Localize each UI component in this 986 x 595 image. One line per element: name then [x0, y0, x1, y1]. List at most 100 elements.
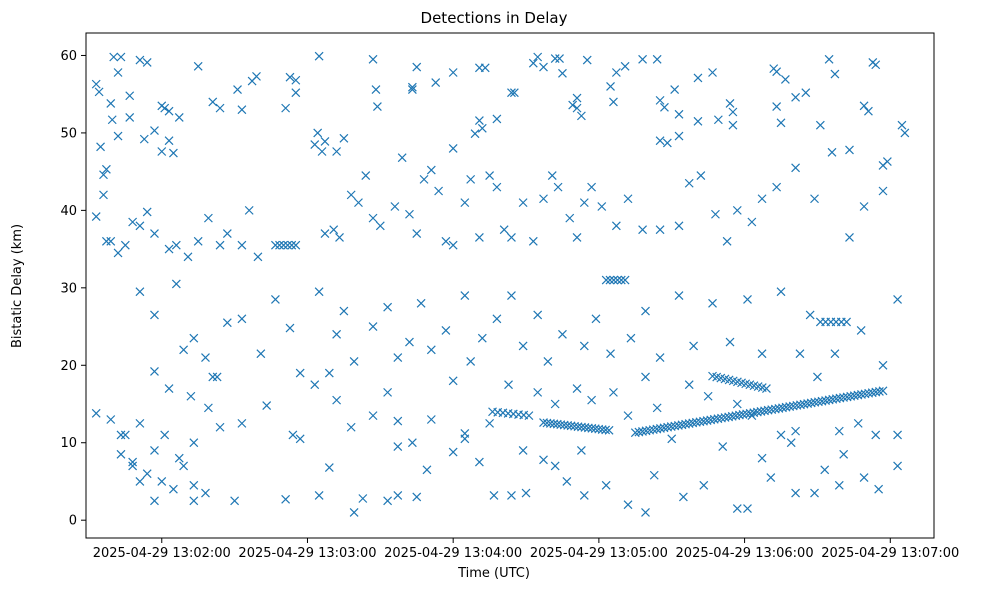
data-point	[107, 115, 117, 125]
x-tick-label: 2025-04-29 13:02:00	[93, 546, 231, 561]
data-point	[492, 314, 502, 324]
data-point	[270, 240, 280, 250]
data-point	[743, 504, 752, 513]
data-point	[477, 333, 487, 343]
data-point	[142, 207, 152, 217]
data-point	[201, 353, 210, 362]
data-point	[673, 420, 683, 430]
data-point	[125, 91, 135, 101]
x-tick-label: 2025-04-29 13:03:00	[238, 546, 376, 561]
data-point	[434, 186, 444, 196]
data-point	[604, 425, 614, 435]
data-point	[638, 54, 648, 64]
data-point	[791, 426, 801, 436]
data-point	[405, 337, 414, 347]
data-point	[788, 401, 798, 411]
data-point	[684, 419, 694, 428]
data-point	[645, 425, 655, 435]
data-point	[135, 55, 145, 65]
data-point	[237, 105, 247, 115]
data-point	[116, 52, 126, 62]
data-point	[275, 240, 284, 250]
data-point	[859, 473, 869, 483]
data-point	[346, 422, 356, 432]
data-point	[547, 171, 557, 180]
data-point	[485, 171, 495, 180]
data-point	[681, 419, 690, 429]
data-point	[101, 164, 111, 174]
data-point	[674, 131, 684, 141]
data-point	[720, 413, 730, 422]
data-point	[845, 233, 854, 242]
data-point	[689, 341, 699, 351]
data-point	[652, 424, 662, 434]
data-point	[539, 194, 548, 204]
data-point	[518, 341, 528, 351]
data-point	[572, 103, 582, 113]
data-point	[630, 428, 640, 438]
data-point	[792, 400, 802, 410]
data-point	[383, 302, 393, 312]
y-tick-label: 50	[60, 126, 77, 141]
data-point	[96, 142, 105, 152]
data-point	[849, 391, 859, 401]
data-point	[320, 137, 330, 146]
data-point	[611, 68, 621, 77]
data-point	[626, 333, 636, 343]
data-point	[288, 430, 298, 440]
data-point	[743, 295, 752, 304]
data-point	[871, 60, 881, 70]
data-point	[605, 275, 615, 285]
data-point	[480, 63, 490, 73]
data-point	[354, 198, 363, 208]
data-point	[649, 470, 659, 480]
data-point	[878, 360, 888, 370]
data-point	[900, 128, 910, 138]
data-point	[168, 148, 178, 158]
data-point	[572, 93, 582, 103]
data-point	[448, 240, 458, 250]
data-point	[441, 236, 451, 246]
data-point	[666, 422, 676, 432]
data-point	[893, 430, 902, 440]
data-point	[579, 198, 589, 208]
data-point	[135, 287, 145, 297]
data-point	[543, 356, 553, 366]
y-tick-label: 0	[69, 514, 77, 529]
data-point	[295, 434, 305, 444]
data-point	[291, 75, 301, 85]
data-point	[416, 298, 426, 308]
data-point	[660, 102, 669, 112]
data-point	[215, 422, 225, 432]
data-point	[553, 182, 563, 192]
data-point	[324, 463, 334, 472]
data-point	[368, 213, 378, 223]
data-point	[135, 418, 145, 428]
data-point	[212, 372, 222, 382]
data-point	[634, 427, 644, 437]
y-axis: 0 10 20 30 40 50 60	[60, 49, 86, 529]
data-point	[499, 225, 509, 235]
data-point	[339, 133, 349, 143]
data-point	[142, 58, 152, 67]
data-point	[390, 202, 400, 211]
data-point	[393, 416, 403, 426]
data-point	[801, 88, 811, 98]
data-point	[772, 67, 782, 77]
data-point	[724, 412, 734, 422]
data-point	[150, 496, 159, 506]
data-point	[749, 408, 759, 418]
data-point	[796, 400, 805, 410]
data-point	[693, 73, 703, 83]
data-point	[828, 394, 838, 404]
data-point	[842, 392, 852, 402]
data-point	[791, 488, 801, 498]
data-point	[329, 225, 339, 235]
data-point	[208, 97, 218, 107]
data-point	[834, 426, 844, 436]
data-point	[189, 438, 199, 448]
data-point	[372, 102, 382, 112]
data-point	[324, 368, 334, 378]
data-point	[256, 349, 266, 359]
data-point	[164, 384, 174, 393]
